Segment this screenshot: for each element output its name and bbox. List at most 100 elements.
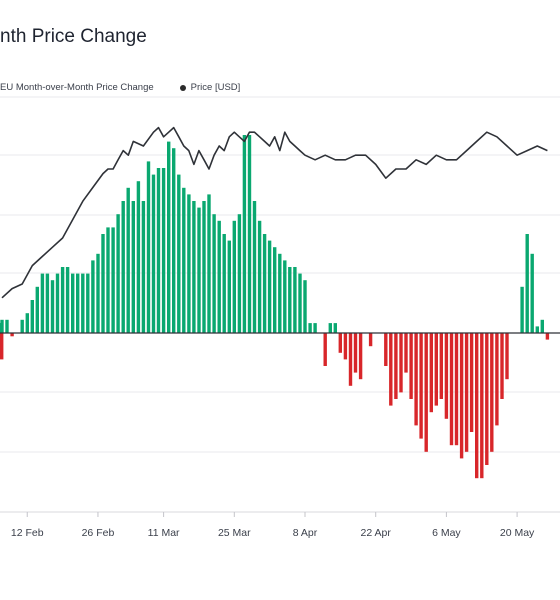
- mom-bar[interactable]: [348, 333, 353, 386]
- mom-bar[interactable]: [0, 333, 4, 360]
- mom-bar[interactable]: [308, 323, 312, 333]
- mom-bar[interactable]: [136, 181, 141, 333]
- mom-bar[interactable]: [30, 300, 34, 333]
- mom-bar[interactable]: [96, 253, 100, 333]
- legend-item-mom[interactable]: EU Month-over-Month Price Change: [0, 82, 154, 93]
- mom-bar[interactable]: [35, 286, 39, 333]
- mom-bar[interactable]: [535, 326, 539, 333]
- mom-bar[interactable]: [65, 267, 70, 333]
- mom-bar[interactable]: [151, 174, 156, 333]
- mom-bar[interactable]: [202, 201, 206, 333]
- mom-bar[interactable]: [177, 174, 181, 333]
- mom-bar[interactable]: [267, 240, 272, 333]
- mom-bar[interactable]: [540, 319, 544, 333]
- mom-bar[interactable]: [167, 141, 171, 333]
- mom-bar[interactable]: [409, 333, 413, 399]
- mom-bar[interactable]: [71, 273, 75, 333]
- mom-bar[interactable]: [399, 333, 403, 393]
- mom-bar[interactable]: [257, 220, 262, 333]
- mom-bar[interactable]: [449, 333, 454, 446]
- legend-item-price[interactable]: Price [USD]: [179, 82, 240, 93]
- mom-bar[interactable]: [227, 240, 231, 333]
- mom-bar[interactable]: [10, 333, 14, 337]
- mom-bar[interactable]: [485, 333, 489, 465]
- mom-bar[interactable]: [273, 247, 277, 333]
- mom-bar[interactable]: [20, 319, 24, 333]
- price-series-line[interactable]: [1, 126, 548, 299]
- mom-bar[interactable]: [480, 333, 484, 479]
- mom-bar[interactable]: [459, 333, 464, 459]
- mom-bar[interactable]: [131, 201, 135, 333]
- mom-bar[interactable]: [303, 280, 307, 333]
- mom-bar[interactable]: [0, 323, 4, 333]
- mom-bar[interactable]: [192, 201, 196, 333]
- mom-bar[interactable]: [505, 333, 509, 380]
- mom-bar[interactable]: [161, 168, 166, 333]
- mom-bar[interactable]: [5, 319, 9, 333]
- mom-bar[interactable]: [222, 234, 226, 333]
- mom-bar[interactable]: [232, 220, 236, 333]
- mom-bar[interactable]: [333, 323, 337, 333]
- mom-bar[interactable]: [207, 194, 211, 333]
- mom-bar[interactable]: [141, 201, 146, 333]
- mom-bar[interactable]: [414, 333, 418, 426]
- mom-bar[interactable]: [111, 227, 115, 333]
- mom-bar[interactable]: [288, 267, 292, 333]
- mom-bar[interactable]: [217, 220, 221, 333]
- mom-bar[interactable]: [86, 273, 90, 333]
- mom-bar[interactable]: [500, 333, 504, 399]
- mom-bar[interactable]: [293, 267, 297, 333]
- mom-bar[interactable]: [394, 333, 398, 399]
- mom-bar[interactable]: [530, 253, 534, 333]
- mom-bar[interactable]: [45, 273, 50, 333]
- mom-bar[interactable]: [520, 286, 524, 333]
- mom-bar[interactable]: [252, 201, 257, 333]
- mom-bar[interactable]: [50, 280, 55, 333]
- mom-bar[interactable]: [283, 260, 287, 333]
- mom-bar[interactable]: [464, 333, 469, 452]
- mom-bar[interactable]: [353, 333, 358, 373]
- mom-bar[interactable]: [429, 333, 433, 413]
- mom-bar[interactable]: [525, 234, 529, 333]
- mom-bar[interactable]: [55, 273, 60, 333]
- mom-bar[interactable]: [237, 214, 242, 333]
- mom-bar[interactable]: [197, 207, 201, 333]
- mom-bar[interactable]: [384, 333, 388, 366]
- mom-bar[interactable]: [60, 267, 65, 333]
- mom-bar[interactable]: [25, 313, 29, 333]
- mom-bar[interactable]: [439, 333, 443, 399]
- mom-bar[interactable]: [475, 333, 479, 479]
- mom-bar[interactable]: [121, 201, 125, 333]
- mom-bar[interactable]: [101, 234, 105, 333]
- mom-bar[interactable]: [262, 234, 267, 333]
- mom-bar[interactable]: [404, 333, 408, 373]
- mom-bar[interactable]: [444, 333, 449, 419]
- mom-bar[interactable]: [212, 214, 216, 333]
- mom-bar[interactable]: [278, 253, 282, 333]
- mom-bar[interactable]: [323, 333, 327, 366]
- mom-bar[interactable]: [434, 333, 438, 406]
- mom-bar[interactable]: [490, 333, 494, 452]
- mom-bar[interactable]: [454, 333, 459, 446]
- mom-bar[interactable]: [545, 333, 550, 340]
- mom-bar[interactable]: [156, 168, 161, 333]
- mom-bar[interactable]: [298, 273, 302, 333]
- mom-bar[interactable]: [313, 323, 317, 333]
- mom-bar[interactable]: [424, 333, 428, 452]
- mom-bar[interactable]: [469, 333, 474, 432]
- mom-bar[interactable]: [328, 323, 332, 333]
- mom-bar[interactable]: [91, 260, 95, 333]
- mom-bar[interactable]: [40, 273, 45, 333]
- mom-bar[interactable]: [172, 148, 176, 333]
- mom-bar[interactable]: [81, 273, 85, 333]
- mom-bar[interactable]: [187, 194, 191, 333]
- mom-bar[interactable]: [419, 333, 423, 439]
- mom-bar[interactable]: [389, 333, 393, 406]
- mom-bar[interactable]: [495, 333, 499, 426]
- mom-bar[interactable]: [338, 333, 342, 353]
- mom-bar[interactable]: [368, 333, 373, 347]
- mom-bar[interactable]: [182, 187, 186, 333]
- mom-bar[interactable]: [242, 135, 247, 333]
- mom-bar[interactable]: [126, 187, 130, 333]
- mom-bar[interactable]: [343, 333, 348, 360]
